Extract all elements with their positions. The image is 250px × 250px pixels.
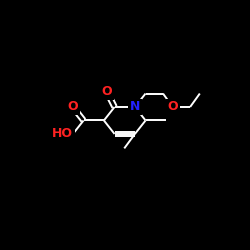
Text: HO: HO <box>52 128 73 140</box>
Text: O: O <box>168 100 178 114</box>
Text: HO: HO <box>52 128 73 140</box>
Text: O: O <box>68 100 78 114</box>
Text: O: O <box>102 85 112 98</box>
Text: N: N <box>130 100 140 114</box>
Text: O: O <box>102 85 112 98</box>
Text: O: O <box>168 100 178 114</box>
Text: N: N <box>130 100 140 114</box>
Text: O: O <box>68 100 78 114</box>
